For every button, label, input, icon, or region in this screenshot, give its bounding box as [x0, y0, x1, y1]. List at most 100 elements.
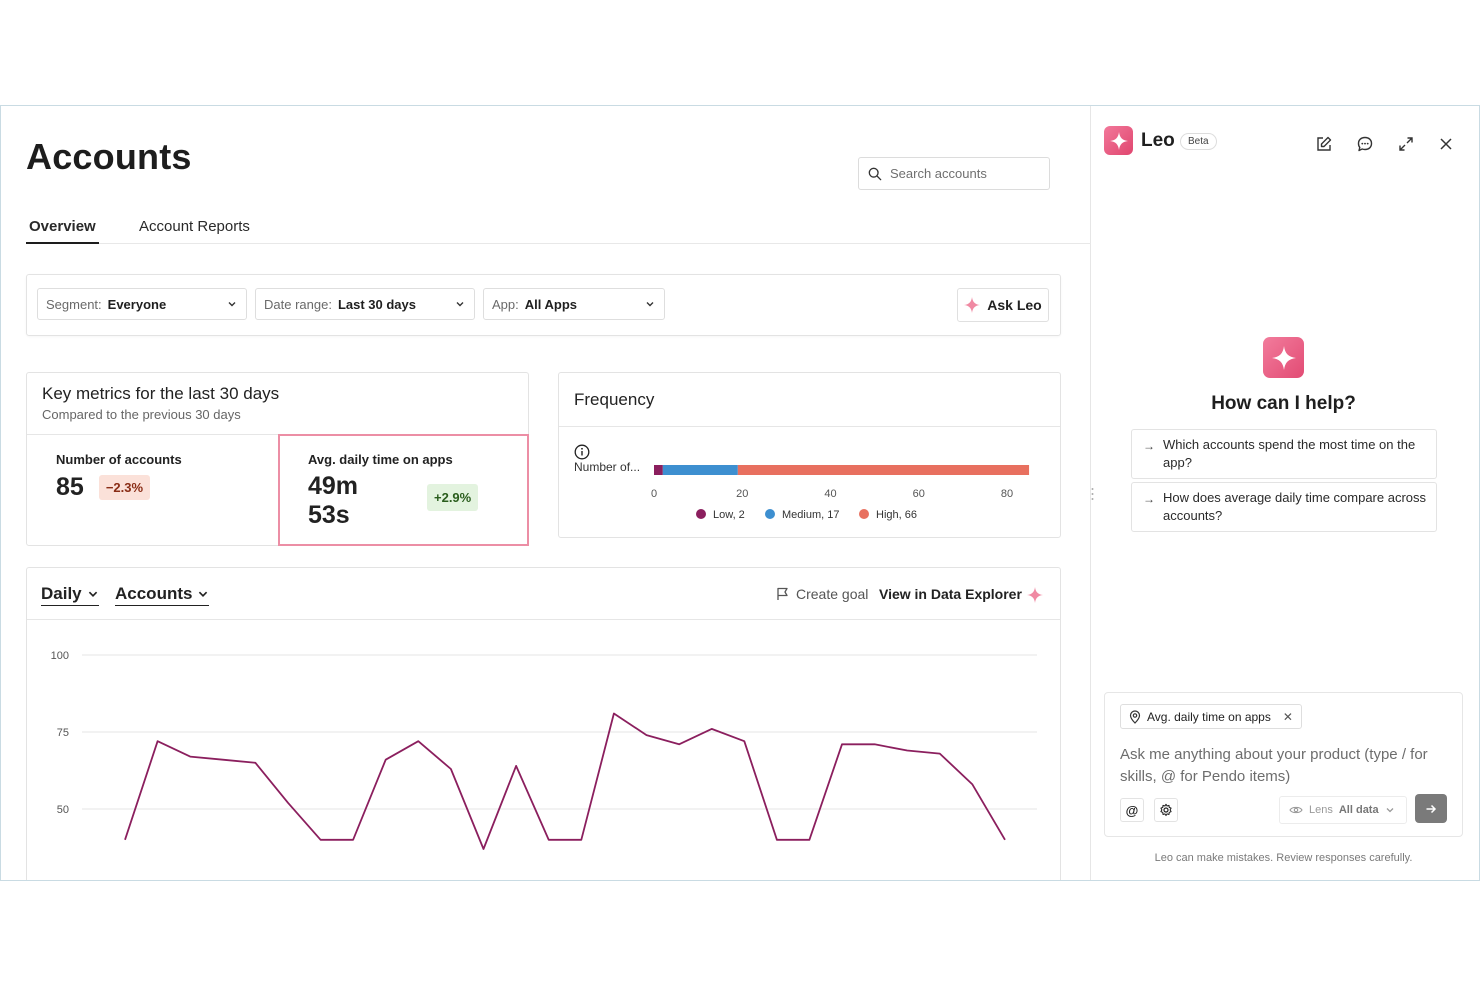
- legend-label: Medium, 17: [782, 509, 839, 521]
- legend-label: Low, 2: [713, 509, 745, 521]
- arrow-right-icon: →: [1143, 439, 1155, 453]
- expand-icon[interactable]: [1397, 135, 1415, 153]
- main-pane: Accounts Overview Account Reports Segmen…: [1, 106, 1091, 880]
- segment-label: Segment:: [46, 296, 102, 312]
- resize-handle[interactable]: [1091, 487, 1094, 501]
- send-button[interactable]: [1415, 794, 1447, 823]
- change-badge-negative: −2.3%: [98, 475, 151, 500]
- location-pin-icon: [1129, 709, 1141, 724]
- x-tick-label: 20: [736, 488, 748, 500]
- arrow-right-icon: →: [1143, 492, 1155, 506]
- ask-leo-button[interactable]: Ask Leo: [957, 288, 1049, 322]
- date-range-value: Last 30 days: [337, 296, 416, 312]
- disclaimer-text: Leo can make mistakes. Review responses …: [1154, 852, 1413, 864]
- settings-button[interactable]: [1154, 798, 1178, 822]
- x-tick-label: 0: [651, 488, 657, 500]
- sparkle-icon[interactable]: [1027, 587, 1043, 603]
- search-input[interactable]: [890, 166, 1040, 181]
- leo-title: Leo: [1141, 130, 1175, 151]
- context-chip-label: Avg. daily time on apps: [1147, 709, 1271, 724]
- date-range-dropdown[interactable]: Date range: Last 30 days: [255, 288, 475, 320]
- ask-leo-label: Ask Leo: [987, 297, 1042, 313]
- legend-swatch-medium: [765, 509, 775, 519]
- chevron-down-icon: [199, 591, 208, 597]
- x-tick-label: 60: [913, 488, 925, 500]
- suggestion-text: How does average daily time compare acro…: [1163, 490, 1427, 523]
- segment-dropdown[interactable]: Segment: Everyone: [37, 288, 247, 320]
- chevron-down-icon: [456, 302, 464, 307]
- tab-account-reports[interactable]: Account Reports: [139, 218, 250, 235]
- search-box[interactable]: [858, 157, 1050, 190]
- leo-logo-icon: [1104, 126, 1133, 155]
- y-tick-label: 75: [57, 727, 69, 739]
- trend-header: Daily Accounts Create goal View in Data …: [27, 568, 1060, 620]
- segment-value: Everyone: [107, 296, 167, 312]
- trend-line-chart: 100 75 50: [51, 650, 1037, 850]
- create-goal-button[interactable]: Create goal: [776, 586, 868, 602]
- app-window: Accounts Overview Account Reports Segmen…: [0, 105, 1480, 881]
- divider: [27, 434, 528, 435]
- view-in-data-explorer-link[interactable]: View in Data Explorer: [879, 586, 1022, 602]
- chat-composer: Avg. daily time on apps ✕ Ask me anythin…: [1104, 692, 1463, 837]
- arrow-right-icon: [1426, 804, 1437, 813]
- tab-bar: Overview Account Reports: [26, 218, 1091, 244]
- edit-icon[interactable]: [1315, 135, 1333, 153]
- bar-category-label: Number of...: [574, 460, 640, 474]
- metric-value-seconds: 53s: [308, 501, 350, 529]
- leo-panel: Leo Beta How can I help? → Which account…: [1091, 106, 1479, 880]
- x-tick-label: 40: [824, 488, 836, 500]
- key-metrics-title: Key metrics for the last 30 days: [42, 384, 280, 403]
- frequency-card: Frequency Number of... 0 20 40 60 80 Low, 2 Med…: [558, 372, 1061, 538]
- metric-avg-daily-time-selected[interactable]: Avg. daily time on apps 49m 53s +2.9%: [278, 434, 529, 546]
- metric-label: Number of accounts: [56, 452, 182, 467]
- help-title: How can I help?: [1211, 393, 1356, 414]
- frequency-title: Frequency: [574, 390, 655, 409]
- metric-value: 85: [56, 473, 84, 501]
- mention-button[interactable]: @: [1120, 798, 1144, 822]
- suggestion-button[interactable]: → How does average daily time compare ac…: [1131, 482, 1437, 532]
- chevron-down-icon: [88, 591, 97, 597]
- tab-overview[interactable]: Overview: [26, 218, 99, 244]
- metric-number-of-accounts[interactable]: Number of accounts 85 −2.3%: [56, 452, 182, 502]
- bar-segment-low: [654, 465, 663, 475]
- bar-segment-high: [737, 465, 1030, 475]
- bar-segment-medium: [662, 465, 738, 475]
- app-dropdown[interactable]: App: All Apps: [483, 288, 665, 320]
- leo-hero-icon: [1263, 337, 1304, 378]
- beta-badge: Beta: [1180, 133, 1217, 150]
- frequency-title-row: Frequency: [574, 390, 655, 460]
- chevron-down-icon: [228, 302, 236, 307]
- lens-selector[interactable]: Lens All data: [1279, 796, 1407, 824]
- legend-swatch-high: [859, 509, 869, 519]
- metric-value: 49m 53s: [308, 472, 358, 530]
- close-icon[interactable]: [1437, 135, 1455, 153]
- gear-icon: [1160, 803, 1172, 817]
- app-value: All Apps: [524, 296, 577, 312]
- remove-chip-icon[interactable]: ✕: [1282, 709, 1293, 724]
- divider: [559, 426, 1060, 427]
- key-metrics-card: Key metrics for the last 30 days Compare…: [26, 372, 529, 546]
- date-range-label: Date range:: [264, 296, 332, 312]
- context-chip[interactable]: Avg. daily time on apps ✕: [1120, 704, 1302, 729]
- metric-label: Avg. daily time on apps: [308, 452, 453, 467]
- metric-value-minutes: 49m: [308, 472, 359, 500]
- suggestion-button[interactable]: → Which accounts spend the most time on …: [1131, 429, 1437, 479]
- legend-swatch-low: [696, 509, 706, 519]
- key-metrics-subtitle: Compared to the previous 30 days: [42, 407, 241, 422]
- period-value: Daily: [41, 584, 82, 603]
- chat-history-icon[interactable]: [1356, 135, 1374, 153]
- legend-label: High, 66: [876, 509, 917, 521]
- period-selector[interactable]: Daily: [41, 584, 99, 606]
- entity-selector[interactable]: Accounts: [115, 584, 210, 606]
- flag-icon: [777, 587, 788, 600]
- trend-card: Daily Accounts Create goal View in Data …: [26, 567, 1061, 880]
- lens-label: Lens: [1309, 804, 1333, 816]
- sparkle-icon: [964, 297, 981, 313]
- info-icon[interactable]: [574, 444, 590, 460]
- lens-value: All data: [1338, 804, 1379, 816]
- page-title: Accounts: [26, 136, 192, 177]
- prompt-input[interactable]: Ask me anything about your product (type…: [1120, 746, 1428, 785]
- chevron-down-icon: [1386, 808, 1394, 813]
- chevron-down-icon: [646, 302, 654, 307]
- y-tick-label: 100: [51, 650, 69, 662]
